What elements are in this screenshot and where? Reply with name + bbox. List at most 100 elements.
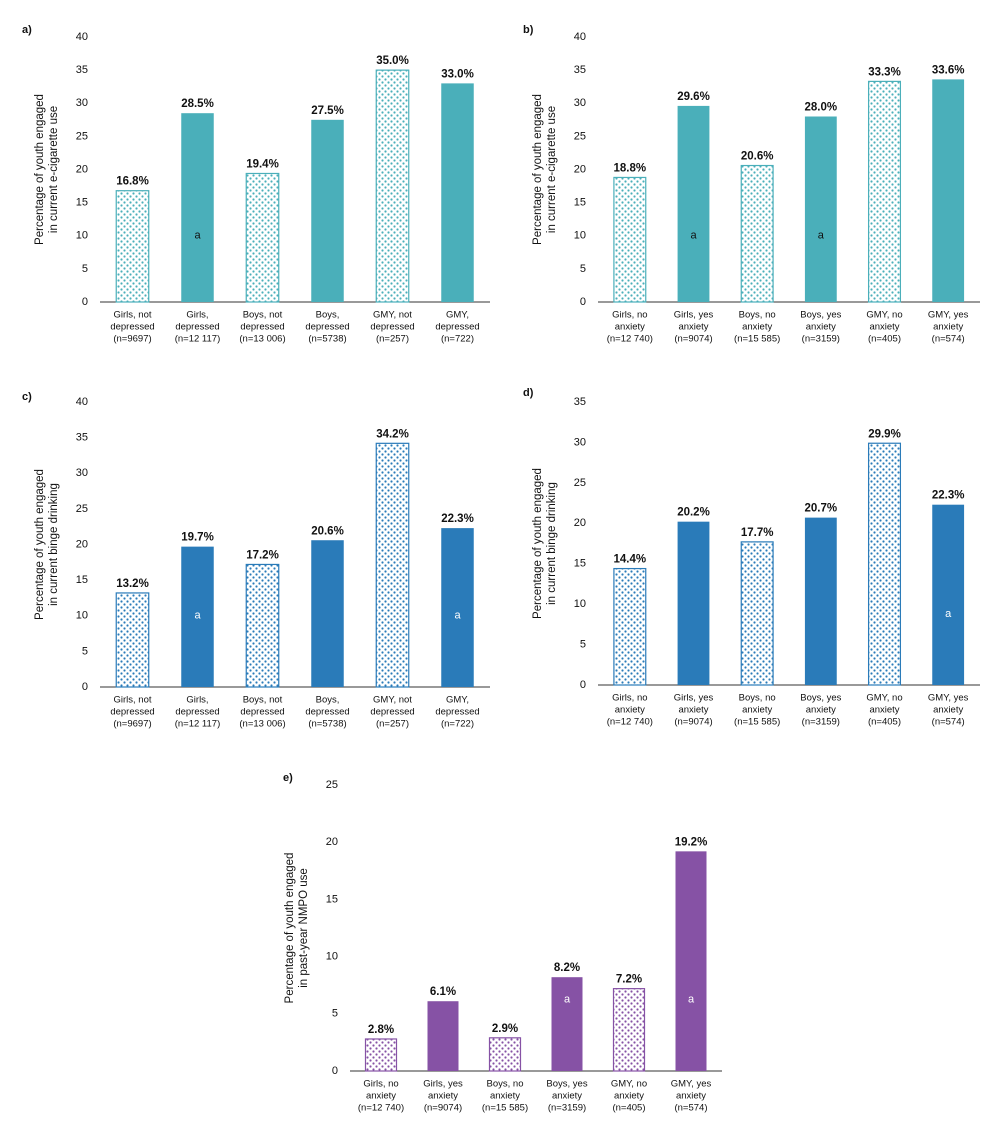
y-tick-label: 25 [76, 503, 88, 515]
y-tick-label: 25 [76, 130, 88, 142]
x-tick-label: anxiety [742, 705, 772, 716]
x-tick-label: Girls, no [363, 1079, 398, 1090]
bar [740, 541, 774, 686]
bar [115, 190, 150, 303]
x-tick-label: anxiety [742, 322, 772, 333]
y-axis-label: Percentage of youth engaged [284, 853, 296, 1004]
y-axis-label: Percentage of youth engaged [532, 94, 544, 245]
bar [364, 1038, 398, 1072]
bar-note: a [688, 993, 695, 1005]
x-tick-label: anxiety [490, 1091, 520, 1102]
x-tick-label: depressed [110, 707, 154, 718]
x-tick-label: (n=9074) [424, 1103, 462, 1114]
x-tick-label: anxiety [678, 705, 708, 716]
x-tick-label: (n=574) [674, 1103, 707, 1114]
x-tick-label: (n=405) [612, 1103, 645, 1114]
x-tick-label: (n=9697) [113, 719, 151, 730]
x-tick-label: Boys, yes [546, 1079, 587, 1090]
x-tick-label: anxiety [806, 705, 836, 716]
y-tick-label: 5 [332, 1008, 338, 1020]
x-tick-label: anxiety [615, 705, 645, 716]
x-tick-label: depressed [175, 322, 219, 333]
x-tick-label: (n=13 006) [239, 719, 285, 730]
bar [441, 528, 474, 687]
bar [551, 977, 583, 1071]
x-tick-label: anxiety [869, 322, 899, 333]
x-tick-label: Boys, not [243, 695, 283, 706]
bar [867, 80, 902, 303]
x-tick-label: anxiety [869, 705, 899, 716]
y-tick-label: 25 [326, 779, 338, 791]
value-label: 20.6% [311, 525, 344, 537]
y-tick-label: 35 [574, 396, 586, 408]
bar [441, 83, 474, 302]
x-tick-label: anxiety [615, 322, 645, 333]
bar [427, 1001, 459, 1071]
x-tick-label: GMY, [446, 695, 469, 706]
value-label: 28.5% [181, 98, 214, 110]
bar-note: a [194, 610, 201, 622]
y-tick-label: 30 [76, 97, 88, 109]
y-axis-label: in current binge drinking [48, 483, 60, 606]
x-tick-label: Girls, not [113, 310, 151, 321]
panel-label: e) [283, 772, 293, 784]
value-label: 6.1% [430, 986, 456, 998]
bar [375, 69, 410, 303]
x-tick-label: (n=722) [441, 334, 474, 345]
value-label: 14.4% [614, 554, 647, 566]
y-tick-label: 30 [574, 97, 586, 109]
x-tick-label: GMY, [446, 310, 469, 321]
y-tick-label: 10 [326, 951, 338, 963]
x-tick-label: depressed [305, 707, 349, 718]
bar [932, 79, 965, 303]
x-tick-label: (n=405) [868, 334, 901, 345]
y-tick-label: 40 [76, 396, 88, 408]
y-axis-label: in current e-cigarette use [546, 106, 558, 233]
value-label: 19.7% [181, 532, 214, 544]
x-tick-label: (n=405) [868, 717, 901, 728]
y-tick-label: 35 [76, 432, 88, 444]
bar [375, 442, 410, 688]
x-tick-label: depressed [370, 322, 414, 333]
x-tick-label: anxiety [428, 1091, 458, 1102]
x-tick-label: (n=257) [376, 719, 409, 730]
x-tick-label: anxiety [552, 1091, 582, 1102]
x-tick-label: Girls, no [612, 310, 647, 321]
value-label: 34.2% [376, 428, 409, 440]
x-tick-label: (n=9074) [674, 334, 712, 345]
y-tick-label: 35 [76, 64, 88, 76]
y-tick-label: 20 [574, 163, 586, 175]
bar-note: a [690, 230, 697, 242]
y-tick-label: 20 [574, 517, 586, 529]
value-label: 28.0% [805, 102, 838, 114]
y-tick-label: 0 [332, 1065, 338, 1077]
x-tick-label: (n=9074) [674, 717, 712, 728]
x-tick-label: depressed [240, 707, 284, 718]
x-tick-label: (n=3159) [548, 1103, 586, 1114]
value-label: 27.5% [311, 105, 344, 117]
x-tick-label: GMY, not [373, 695, 412, 706]
y-axis-label: Percentage of youth engaged [532, 468, 544, 619]
y-axis-label: Percentage of youth engaged [34, 94, 46, 245]
x-tick-label: (n=15 585) [734, 334, 780, 345]
x-tick-label: GMY, yes [928, 693, 969, 704]
y-tick-label: 0 [580, 296, 586, 308]
bar [181, 113, 214, 302]
x-tick-label: depressed [370, 707, 414, 718]
y-tick-label: 15 [574, 558, 586, 570]
value-label: 35.0% [376, 55, 409, 67]
x-tick-label: Boys, no [487, 1079, 524, 1090]
y-tick-label: 35 [574, 64, 586, 76]
x-tick-label: GMY, yes [671, 1079, 712, 1090]
value-label: 20.7% [805, 503, 838, 515]
x-tick-label: (n=257) [376, 334, 409, 345]
x-tick-label: (n=13 006) [239, 334, 285, 345]
y-tick-label: 15 [326, 893, 338, 905]
bar [675, 851, 707, 1071]
y-tick-label: 15 [76, 197, 88, 209]
panel-label: d) [523, 387, 534, 399]
value-label: 16.8% [116, 176, 149, 188]
y-tick-label: 5 [82, 645, 88, 657]
bar [677, 521, 710, 685]
y-axis-label: in current binge drinking [546, 482, 558, 605]
